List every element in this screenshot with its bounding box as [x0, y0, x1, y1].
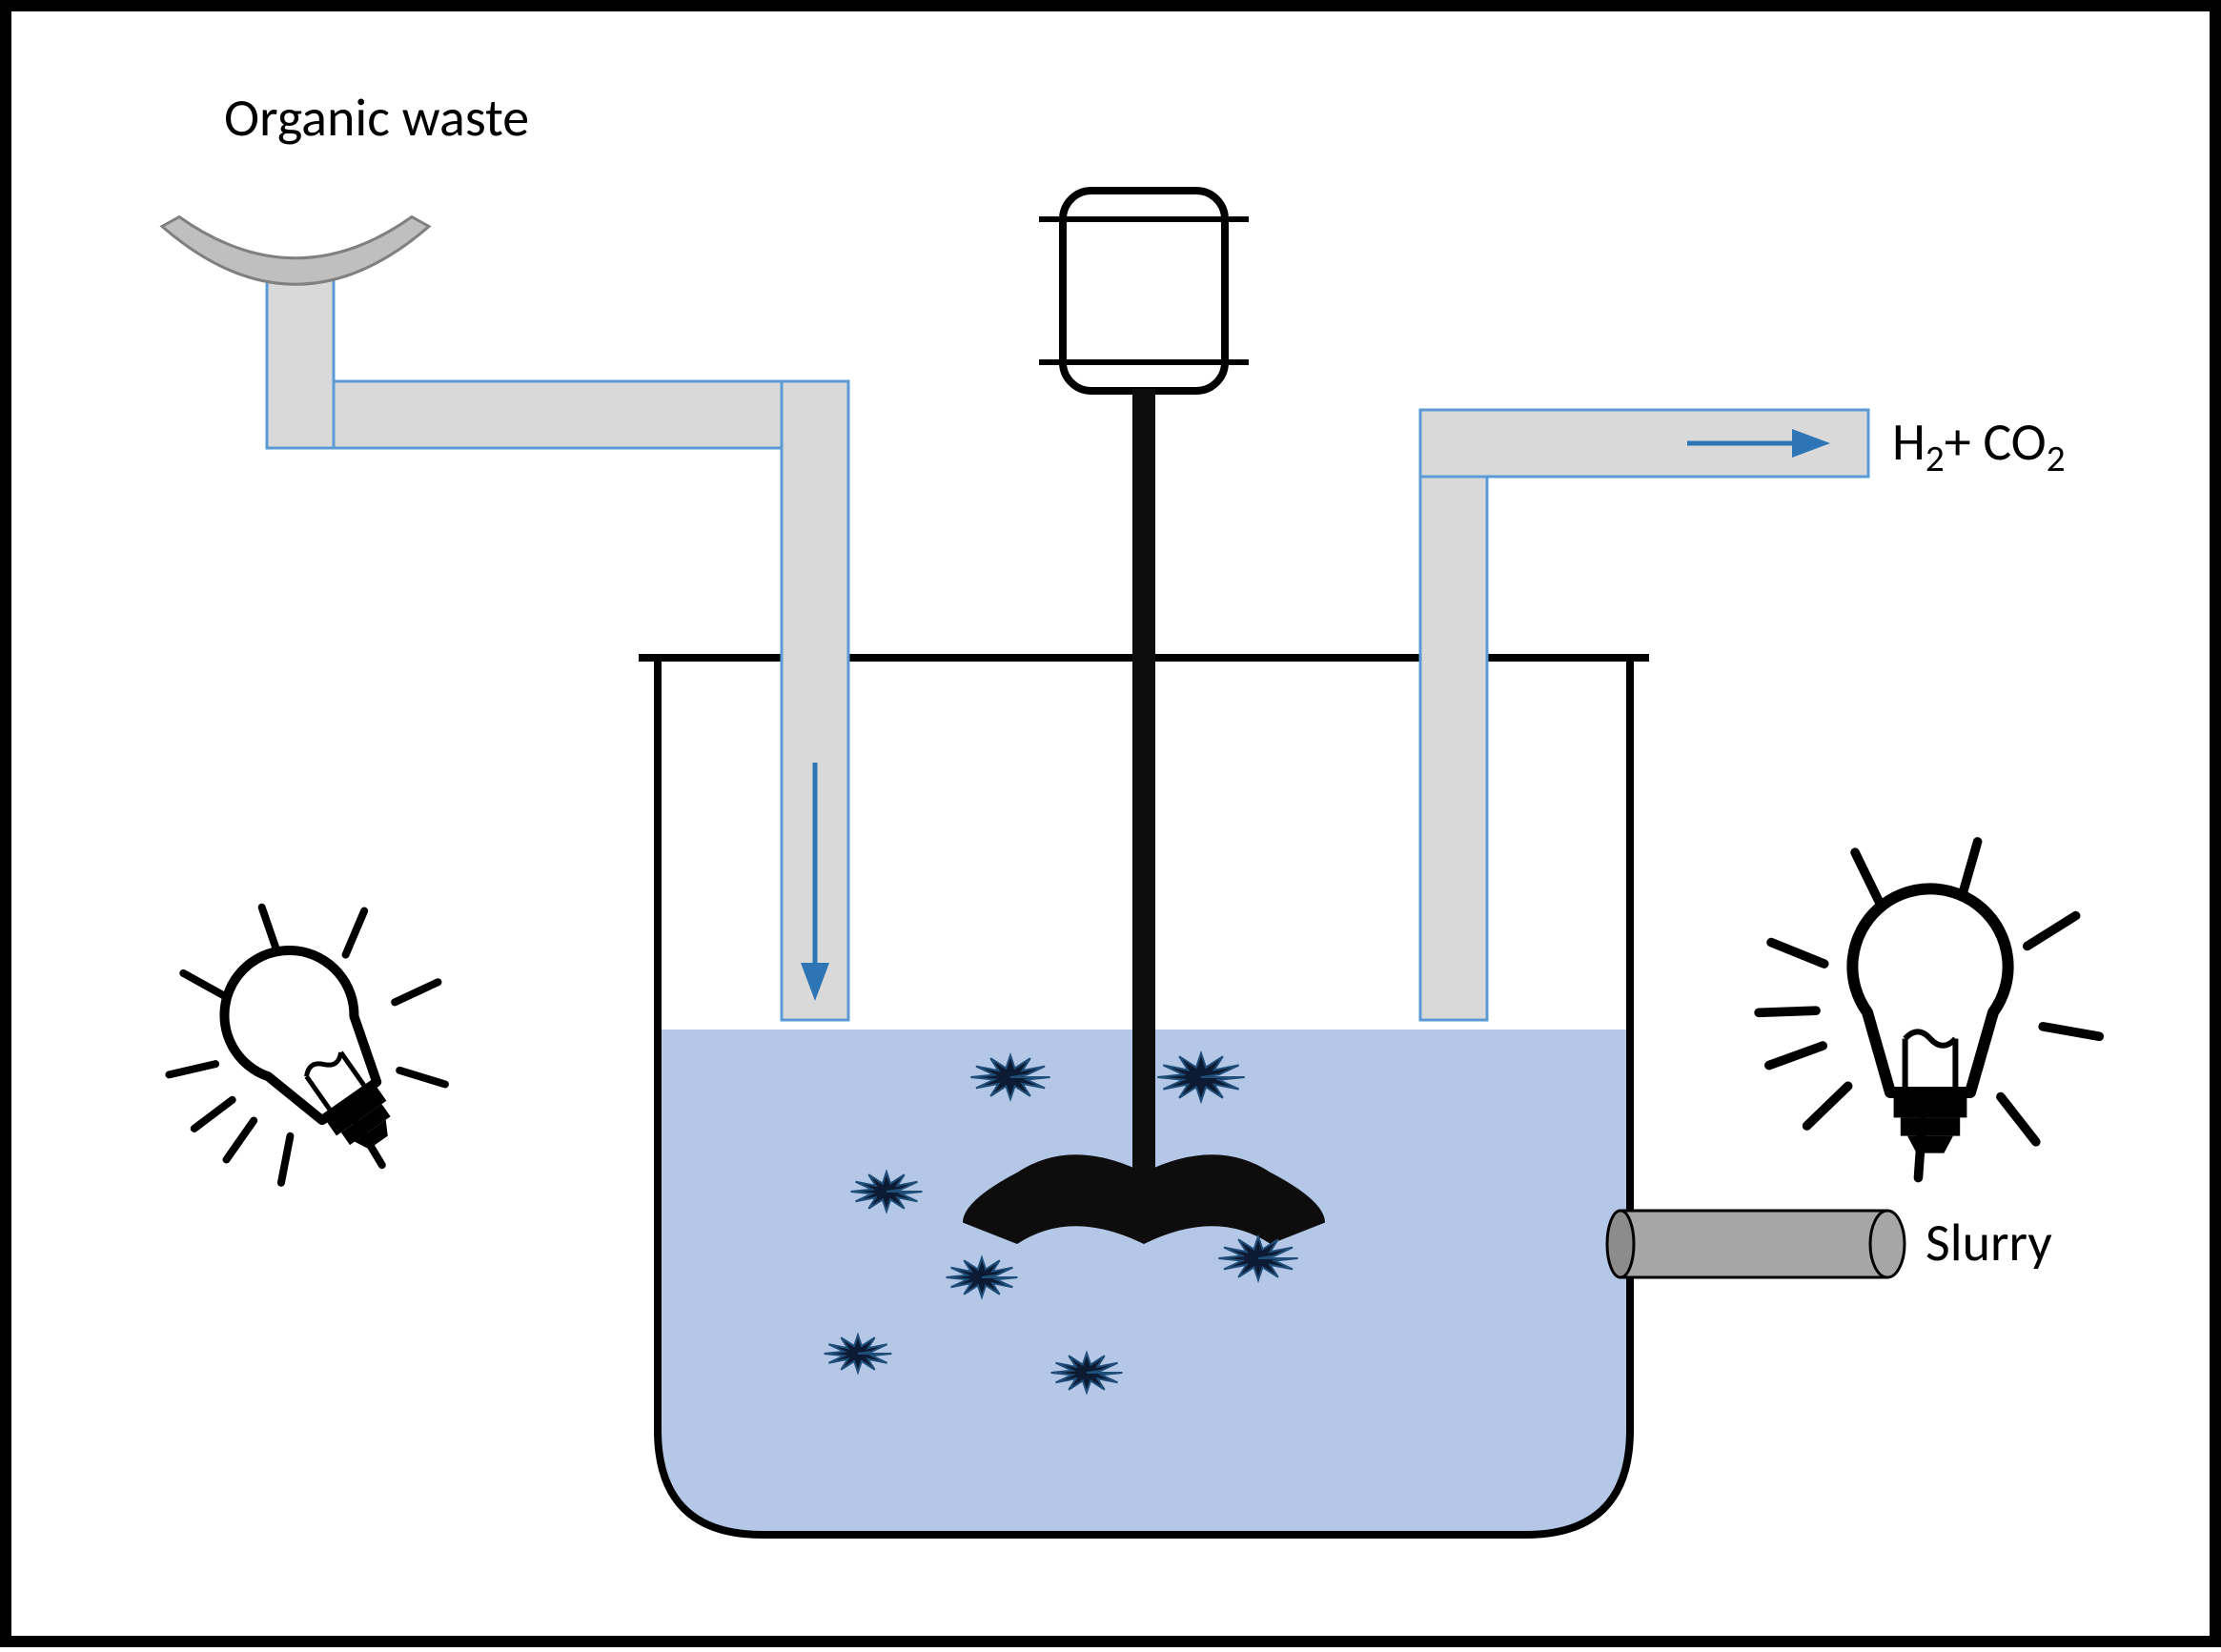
slurry-pipe-cap — [1870, 1211, 1905, 1277]
stirrer-shaft — [1132, 389, 1155, 1218]
label-organic-waste: Organic waste — [224, 86, 529, 151]
slurry-pipe-cap-left — [1607, 1211, 1634, 1277]
slurry-pipe — [1620, 1211, 1887, 1277]
inlet-pipe-riser — [267, 267, 334, 448]
outlet-pipe-vertical — [1420, 410, 1487, 1020]
diagram-svg — [0, 0, 2221, 1647]
funnel-icon — [162, 217, 429, 285]
label-gas-output: H2+ CO2 — [1892, 410, 2066, 481]
label-slurry: Slurry — [1926, 1211, 2052, 1275]
lightbulb-icon — [1759, 842, 2099, 1178]
inlet-pipe-horizontal — [267, 381, 848, 448]
lightbulb-icon — [112, 849, 505, 1241]
bioreactor-diagram: Organic waste H2+ CO2 Slurry — [0, 0, 2221, 1647]
